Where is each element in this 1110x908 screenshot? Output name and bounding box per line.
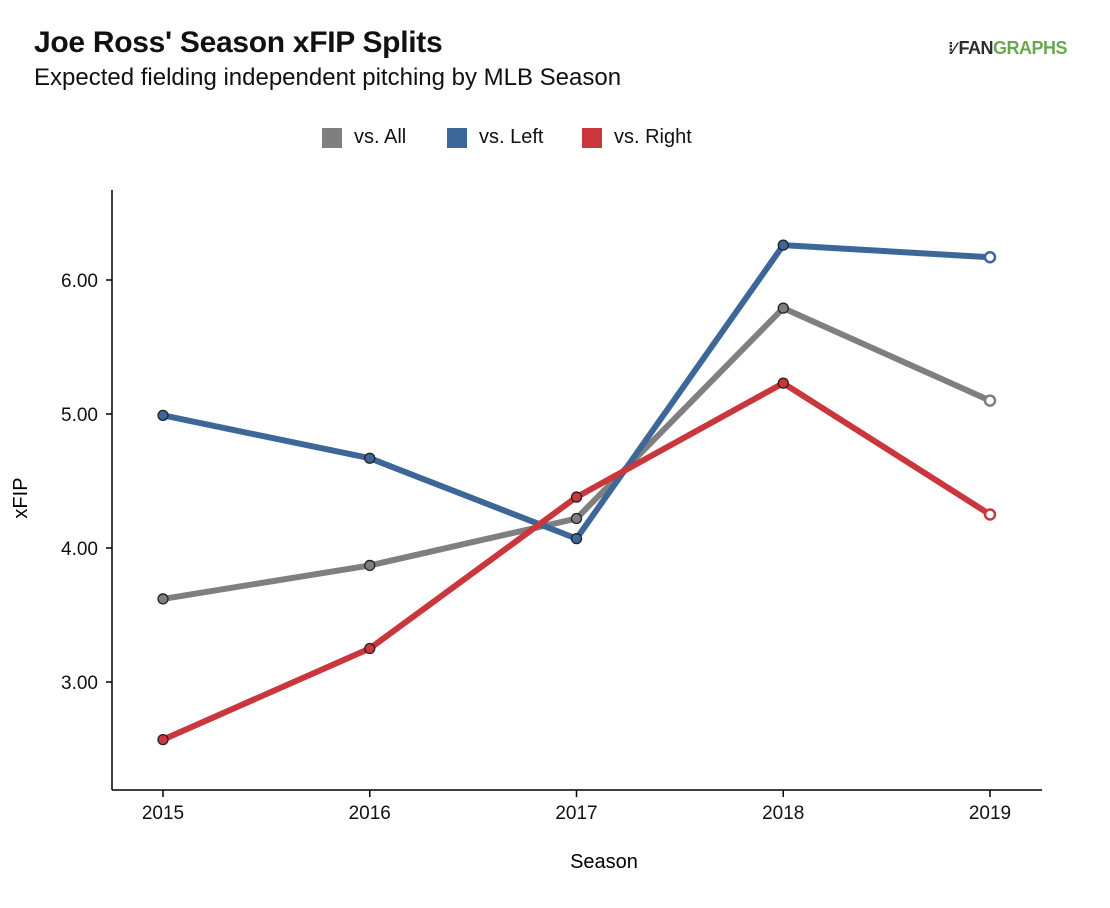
legend-item-all[interactable]: vs. All [322,126,406,149]
data-point-vs-right[interactable] [570,491,583,503]
chart-title: Joe Ross' Season xFIP Splits [34,26,443,59]
data-point-vs-all[interactable] [983,394,997,407]
chart-subtitle: Expected fielding independent pitching b… [34,64,622,91]
y-tick-label: 3.00 [61,673,98,694]
x-tick-label: 2015 [142,803,184,824]
data-point-vs-right[interactable] [777,377,789,389]
data-point-vs-left[interactable] [364,452,376,464]
series-line-vs-all [160,305,993,602]
chart-series [157,239,997,746]
x-tick-label: 2019 [969,803,1011,824]
legend-item-left[interactable]: vs. Left [447,126,543,149]
y-tick-label: 4.00 [61,539,98,560]
runner-logo-icon: ⁞⁄ [948,38,956,58]
data-point-vs-left[interactable] [777,239,789,251]
x-tick-label: 2016 [349,803,391,824]
legend-label-all: vs. All [354,126,407,148]
data-point-vs-left[interactable] [983,250,997,264]
data-point-vs-all[interactable] [777,302,789,314]
x-tick-label: 2017 [555,803,597,824]
legend-swatch-right [582,127,602,148]
y-tick-label: 5.00 [61,405,98,426]
legend-label-left: vs. Left [479,126,544,148]
legend-swatch-left [447,127,467,148]
chart-axes: 3.00 4.00 5.00 6.00 2015 2016 2017 2018 2019 [61,190,1042,824]
data-point-vs-left[interactable] [157,409,169,421]
y-axis-label: xFIP [10,477,32,518]
data-point-vs-all[interactable] [364,559,376,572]
data-point-vs-right[interactable] [157,733,169,746]
fangraphs-logo[interactable]: ⁞⁄ FAN GRAPHS [948,38,1068,59]
legend-item-right[interactable]: vs. Right [582,126,692,149]
logo-text-fan: FAN [958,38,994,58]
data-point-vs-right[interactable] [983,508,997,521]
chart-legend: vs. All vs. Left vs. Right [0,126,1110,152]
data-point-vs-left[interactable] [570,532,583,545]
legend-swatch-all [322,127,342,148]
data-point-vs-all[interactable] [157,593,169,605]
x-axis-label: Season [570,851,638,873]
y-tick-label: 6.00 [61,271,98,292]
x-tick-label: 2018 [762,803,804,824]
logo-text-graphs: GRAPHS [993,38,1068,58]
series-line-vs-right [160,380,993,743]
data-point-vs-all[interactable] [570,512,583,525]
legend-label-right: vs. Right [614,126,692,148]
data-point-vs-right[interactable] [364,642,376,655]
